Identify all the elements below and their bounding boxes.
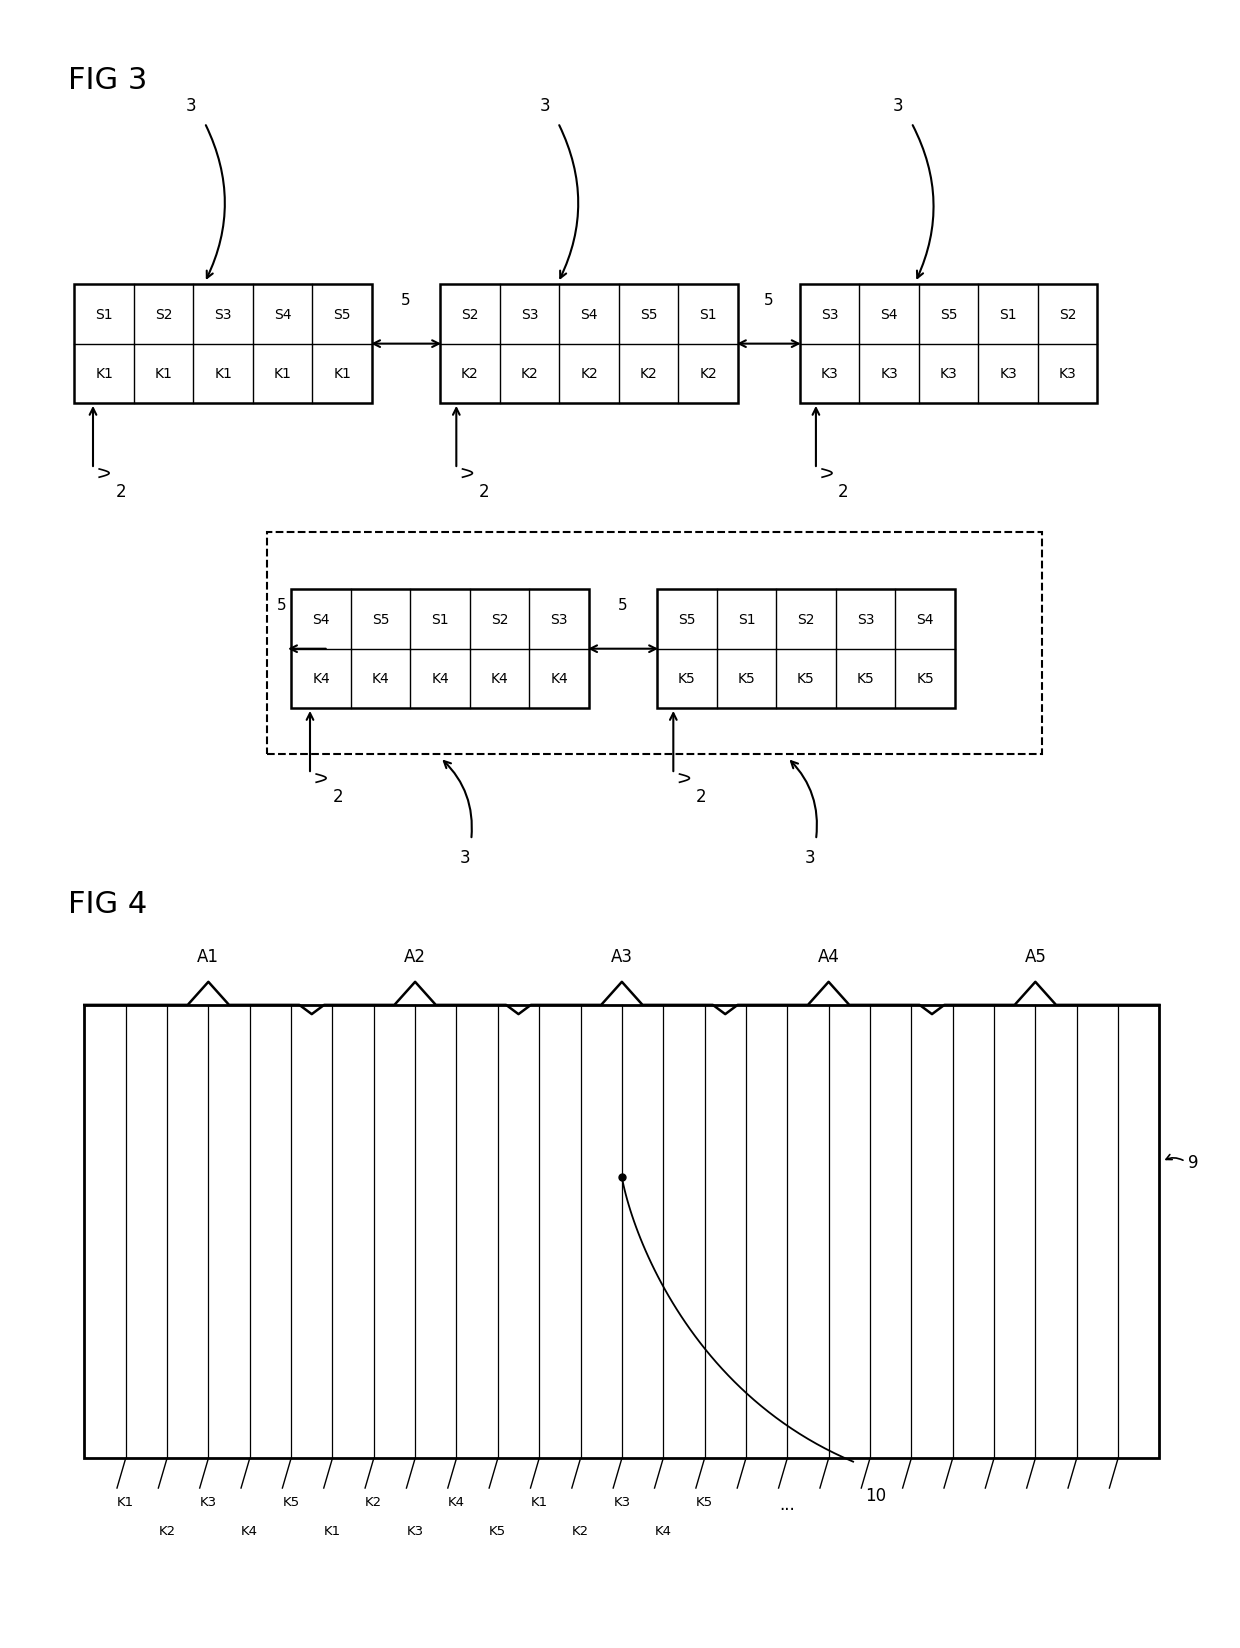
Text: K3: K3	[407, 1524, 424, 1538]
Text: S3: S3	[821, 308, 838, 321]
Text: K1: K1	[334, 368, 351, 381]
Text: K2: K2	[159, 1524, 176, 1538]
Text: S3: S3	[215, 308, 232, 321]
Text: K1: K1	[155, 368, 172, 381]
Text: 2: 2	[332, 788, 343, 806]
Text: S2: S2	[155, 308, 172, 321]
Text: A3: A3	[611, 948, 632, 966]
Text: S1: S1	[699, 308, 717, 321]
Bar	[657, 590, 955, 709]
Text: S4: S4	[580, 308, 598, 321]
Text: 2: 2	[696, 788, 707, 806]
Text: K1: K1	[274, 368, 291, 381]
Bar	[84, 1005, 1159, 1458]
Text: S4: S4	[274, 308, 291, 321]
Text: K3: K3	[821, 368, 838, 381]
Text: S3: S3	[857, 613, 874, 626]
Text: A1: A1	[197, 948, 219, 966]
Text: K2: K2	[572, 1524, 589, 1538]
Bar	[440, 285, 738, 404]
Text: K5: K5	[857, 672, 874, 686]
Text: 5: 5	[402, 293, 410, 308]
Bar	[291, 590, 589, 709]
Text: K3: K3	[880, 368, 898, 381]
Text: K4: K4	[372, 672, 389, 686]
Text: S4: S4	[916, 613, 934, 626]
Text: 9: 9	[1188, 1154, 1198, 1170]
Text: S2: S2	[1059, 308, 1076, 321]
Text: K5: K5	[490, 1524, 506, 1538]
Text: K1: K1	[531, 1495, 548, 1508]
Text: 3: 3	[893, 97, 904, 115]
Text: A2: A2	[404, 948, 427, 966]
Text: K3: K3	[614, 1495, 630, 1508]
Text: S5: S5	[334, 308, 351, 321]
Text: 5: 5	[764, 293, 774, 308]
Text: S5: S5	[678, 613, 696, 626]
Text: 3: 3	[186, 97, 197, 115]
Text: K3: K3	[999, 368, 1017, 381]
Text: K2: K2	[461, 368, 479, 381]
Text: K4: K4	[448, 1495, 465, 1508]
Text: 2: 2	[838, 483, 849, 501]
Text: 3: 3	[539, 97, 551, 115]
Text: K5: K5	[916, 672, 934, 686]
Text: K4: K4	[491, 672, 508, 686]
Text: S2: S2	[491, 613, 508, 626]
Bar	[800, 285, 1097, 404]
Text: K1: K1	[324, 1524, 341, 1538]
Text: 3: 3	[460, 849, 470, 867]
Text: S5: S5	[372, 613, 389, 626]
Text: K4: K4	[242, 1524, 258, 1538]
Text: A4: A4	[817, 948, 839, 966]
Text: S3: S3	[551, 613, 568, 626]
Text: K4: K4	[312, 672, 330, 686]
Text: K3: K3	[940, 368, 957, 381]
Text: K1: K1	[95, 368, 113, 381]
Text: S3: S3	[521, 308, 538, 321]
Text: K2: K2	[640, 368, 657, 381]
Text: K2: K2	[580, 368, 598, 381]
Text: 5: 5	[619, 598, 627, 613]
Text: K2: K2	[521, 368, 538, 381]
Text: 2: 2	[479, 483, 490, 501]
Text: K5: K5	[678, 672, 696, 686]
Text: S5: S5	[640, 308, 657, 321]
Text: 3: 3	[805, 849, 815, 867]
Text: S4: S4	[880, 308, 898, 321]
Text: S1: S1	[432, 613, 449, 626]
Text: 10: 10	[866, 1486, 887, 1505]
Text: K5: K5	[283, 1495, 300, 1508]
Text: S1: S1	[738, 613, 755, 626]
Text: S4: S4	[312, 613, 330, 626]
Text: A5: A5	[1024, 948, 1047, 966]
Text: K1: K1	[215, 368, 232, 381]
Text: K2: K2	[699, 368, 717, 381]
Text: K2: K2	[366, 1495, 382, 1508]
Text: FIG 3: FIG 3	[68, 66, 148, 96]
Text: FIG 4: FIG 4	[68, 890, 148, 920]
Text: K1: K1	[117, 1495, 134, 1508]
Text: K4: K4	[432, 672, 449, 686]
Bar	[74, 285, 372, 404]
Bar	[267, 532, 1042, 755]
Text: S1: S1	[999, 308, 1017, 321]
Text: K5: K5	[696, 1495, 713, 1508]
Text: K4: K4	[655, 1524, 672, 1538]
Text: S5: S5	[940, 308, 957, 321]
Text: S2: S2	[797, 613, 815, 626]
Text: K3: K3	[200, 1495, 217, 1508]
Text: 2: 2	[115, 483, 126, 501]
Text: S1: S1	[95, 308, 113, 321]
Text: K5: K5	[797, 672, 815, 686]
Text: S2: S2	[461, 308, 479, 321]
Text: K5: K5	[738, 672, 755, 686]
Text: 5: 5	[277, 598, 286, 613]
Text: ...: ...	[780, 1495, 795, 1513]
Text: K3: K3	[1059, 368, 1076, 381]
Text: K4: K4	[551, 672, 568, 686]
